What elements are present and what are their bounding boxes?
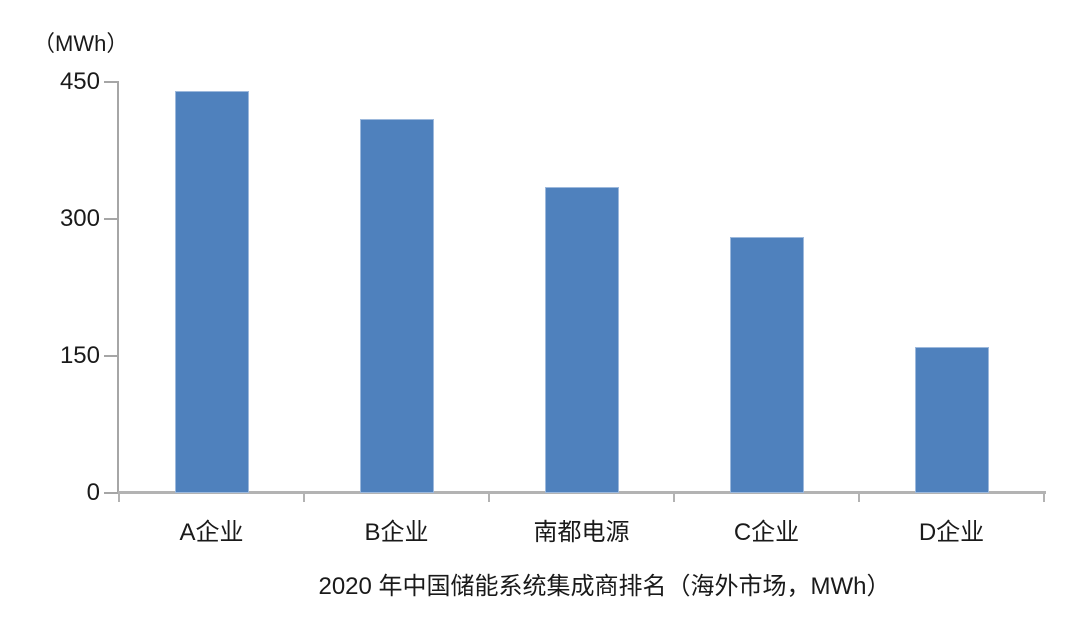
x-tick-mark bbox=[488, 492, 490, 502]
bar bbox=[359, 118, 434, 493]
y-tick-label: 300 bbox=[59, 205, 100, 232]
x-axis-label: 南都电源 bbox=[533, 519, 630, 546]
bar bbox=[544, 187, 619, 493]
y-tick-mark bbox=[104, 81, 119, 83]
x-tick-mark bbox=[118, 492, 120, 502]
y-tick-mark bbox=[104, 492, 119, 494]
x-tick-mark bbox=[673, 492, 675, 502]
bar bbox=[914, 346, 989, 493]
x-axis-label: D企业 bbox=[918, 519, 985, 546]
y-tick-mark bbox=[104, 355, 119, 357]
x-axis-label: A企业 bbox=[179, 519, 244, 546]
y-tick-label: 0 bbox=[86, 479, 100, 506]
y-tick-mark bbox=[104, 218, 119, 220]
x-axis-label: B企业 bbox=[364, 519, 429, 546]
bar bbox=[729, 237, 804, 493]
x-tick-mark bbox=[303, 492, 305, 502]
y-axis-unit-label: （MWh） bbox=[33, 31, 129, 56]
y-tick-label: 450 bbox=[59, 68, 100, 95]
y-tick-label: 150 bbox=[59, 342, 100, 369]
bar bbox=[174, 91, 249, 493]
x-tick-mark bbox=[1043, 492, 1045, 502]
chart-title: 2020 年中国储能系统集成商排名（海外市场，MWh） bbox=[318, 573, 891, 600]
y-axis-line bbox=[117, 81, 119, 493]
x-tick-mark bbox=[858, 492, 860, 502]
x-axis-label: C企业 bbox=[733, 519, 800, 546]
